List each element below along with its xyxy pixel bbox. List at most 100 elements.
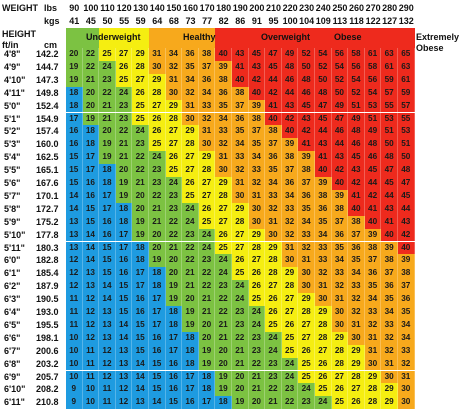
bmi-cell: 35	[215, 99, 232, 113]
bmi-cell: 24	[281, 357, 299, 371]
bmi-cell: 27	[165, 125, 183, 139]
bmi-cell: 32	[298, 241, 315, 255]
bmi-cell: 36	[232, 112, 249, 126]
height-ftin-label: 4'9"	[4, 61, 21, 72]
bmi-cell: 44	[331, 138, 349, 152]
height-cm-label: 172.7	[36, 203, 59, 214]
bmi-cell: 18	[99, 177, 116, 190]
bmi-cell: 19	[99, 138, 116, 152]
bmi-cell: 16	[132, 293, 149, 306]
bmi-cell: 37	[248, 125, 266, 139]
bmi-cell: 12	[99, 344, 116, 358]
bmi-cell: 35	[248, 138, 266, 152]
bmi-cell: 28	[348, 370, 365, 384]
bmi-cell: 19	[66, 73, 83, 87]
bmi-cell: 31	[198, 125, 216, 139]
bmi-cell: 19	[182, 318, 199, 332]
legend-label-1: Healthy	[183, 32, 216, 42]
bmi-cell: 30	[165, 86, 183, 100]
bmi-cell: 31	[381, 357, 398, 371]
bmi-cell: 24	[248, 318, 266, 332]
bmi-cell: 46	[331, 125, 349, 139]
height-ftin-label: 5'0"	[4, 100, 21, 111]
bmi-cell: 33	[265, 189, 282, 203]
bmi-cell: 50	[331, 86, 349, 100]
bmi-cell: 36	[182, 48, 199, 61]
bmi-cell: 19	[99, 151, 116, 165]
bmi-cell: 29	[281, 267, 299, 281]
bmi-cell: 38	[398, 267, 415, 281]
bmi-cell: 21	[99, 99, 116, 113]
bmi-cell: 26	[315, 357, 332, 371]
weight-lbs-tick: 190	[232, 3, 248, 13]
bmi-cell: 17	[132, 267, 149, 281]
bmi-cell: 18	[132, 254, 149, 268]
bmi-cell: 38	[248, 112, 266, 126]
bmi-cell: 23	[115, 112, 133, 126]
bmi-cell: 51	[364, 112, 382, 126]
bmi-cell: 12	[99, 357, 116, 371]
bmi-cell: 29	[149, 73, 166, 87]
bmi-cell: 34	[398, 331, 415, 345]
bmi-cell: 23	[248, 331, 266, 345]
bmi-cell: 27	[149, 99, 166, 113]
bmi-cell: 30	[248, 215, 266, 229]
bmi-cell: 31	[265, 215, 282, 229]
bmi-cell: 14	[99, 293, 116, 306]
bmi-cell: 28	[132, 60, 149, 74]
bmi-cell: 16	[66, 125, 83, 139]
bmi-cell: 53	[364, 99, 382, 113]
bmi-cell: 45	[398, 189, 415, 203]
bmi-cell: 48	[398, 164, 415, 177]
bmi-cell: 48	[381, 151, 398, 165]
bmi-cell: 61	[398, 73, 415, 87]
bmi-cell: 25	[99, 48, 116, 61]
bmi-cell: 43	[315, 138, 332, 152]
bmi-cell: 26	[215, 228, 232, 242]
bmi-cell: 37	[198, 60, 216, 74]
height-cm-label: 205.7	[36, 371, 59, 382]
bmi-cell: 50	[398, 151, 415, 165]
bmi-cell: 17	[66, 112, 83, 126]
bmi-cell: 23	[232, 318, 249, 332]
bmi-cell: 22	[198, 280, 216, 294]
bmi-cell: 34	[265, 177, 282, 190]
weight-lbs-tick: 150	[166, 3, 182, 13]
bmi-cell: 21	[82, 73, 100, 87]
bmi-cell: 33	[232, 151, 249, 165]
bmi-cell: 23	[248, 344, 266, 358]
bmi-cell: 33	[348, 280, 365, 294]
bmi-cell: 29	[381, 396, 398, 410]
bmi-cell: 23	[298, 396, 315, 410]
height-cm-label: 162.5	[36, 152, 59, 163]
bmi-cell: 21	[248, 370, 266, 384]
bmi-cell: 32	[315, 267, 332, 281]
bmi-cell: 15	[66, 151, 83, 165]
bmi-cell: 22	[248, 357, 266, 371]
bmi-cell: 38	[198, 48, 216, 61]
bmi-cell: 14	[149, 396, 166, 410]
height-cm-label: 177.8	[36, 229, 59, 240]
bmi-cell: 16	[66, 138, 83, 152]
bmi-cell: 40	[265, 112, 282, 126]
height-cm-label: 154.9	[36, 113, 59, 124]
bmi-cell: 32	[215, 138, 232, 152]
bmi-cell: 27	[132, 73, 149, 87]
bmi-cell: 30	[331, 318, 349, 332]
bmi-cell: 20	[165, 254, 183, 268]
bmi-cell: 20	[82, 99, 100, 113]
bmi-cell: 31	[315, 280, 332, 294]
bmi-cell: 14	[115, 331, 133, 345]
bmi-cell: 49	[348, 112, 365, 126]
bmi-cell: 24	[265, 344, 282, 358]
bmi-cell: 20	[232, 383, 249, 397]
bmi-cell: 38	[298, 164, 315, 177]
bmi-cell: 20	[215, 357, 232, 371]
height-ftin-label: 5'7"	[4, 190, 21, 201]
bmi-cell: 16	[165, 370, 183, 384]
bmi-cell: 17	[99, 202, 116, 216]
bmi-cell: 34	[364, 293, 382, 306]
bmi-cell: 45	[248, 48, 266, 61]
bmi-cell: 24	[215, 267, 232, 281]
bmi-cell: 25	[182, 189, 199, 203]
